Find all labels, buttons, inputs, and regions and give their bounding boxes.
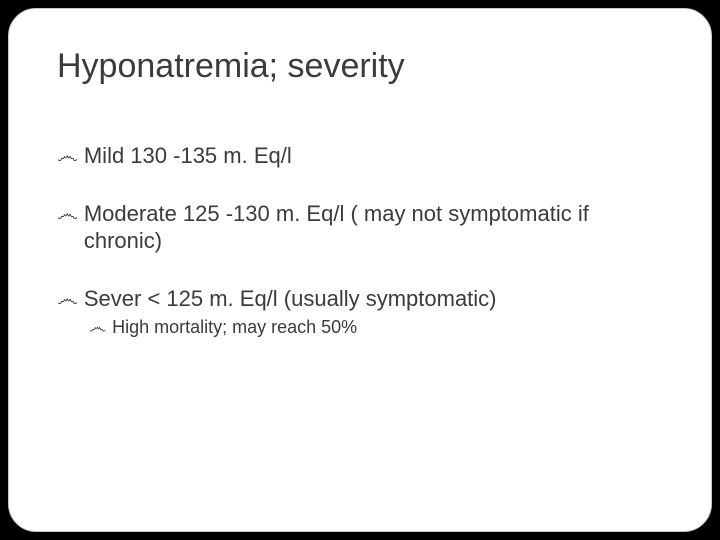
bullet-moderate-group: ෴ Moderate 125 -130 m. Eq/l ( may not sy…: [57, 200, 663, 255]
slide-frame: Hyponatremia; severity ෴ Mild 130 -135 m…: [8, 8, 712, 532]
bullet-text: Moderate 125 -130 m. Eq/l ( may not symp…: [84, 200, 589, 255]
bullet-text: Sever < 125 m. Eq/l (usually symptomatic…: [84, 285, 497, 313]
bullet-icon: ෴: [57, 142, 78, 170]
bullet-icon: ෴: [89, 316, 106, 339]
bullet-text: High mortality; may reach 50%: [112, 316, 357, 339]
bullet-icon: ෴: [57, 285, 78, 313]
bullet-text: Mild 130 -135 m. Eq/l: [84, 142, 292, 170]
moderate-line2: chronic): [84, 228, 162, 253]
bullet-icon: ෴: [57, 200, 78, 228]
bullet-severe: ෴ Sever < 125 m. Eq/l (usually symptomat…: [57, 285, 663, 313]
bullet-severe-group: ෴ Sever < 125 m. Eq/l (usually symptomat…: [57, 285, 663, 340]
bullet-mild: ෴ Mild 130 -135 m. Eq/l: [57, 142, 663, 170]
bullet-severe-sub: ෴ High mortality; may reach 50%: [89, 316, 663, 339]
slide-title: Hyponatremia; severity: [57, 47, 663, 86]
moderate-line1: Moderate 125 -130 m. Eq/l ( may not symp…: [84, 201, 589, 226]
bullet-moderate: ෴ Moderate 125 -130 m. Eq/l ( may not sy…: [57, 200, 663, 255]
